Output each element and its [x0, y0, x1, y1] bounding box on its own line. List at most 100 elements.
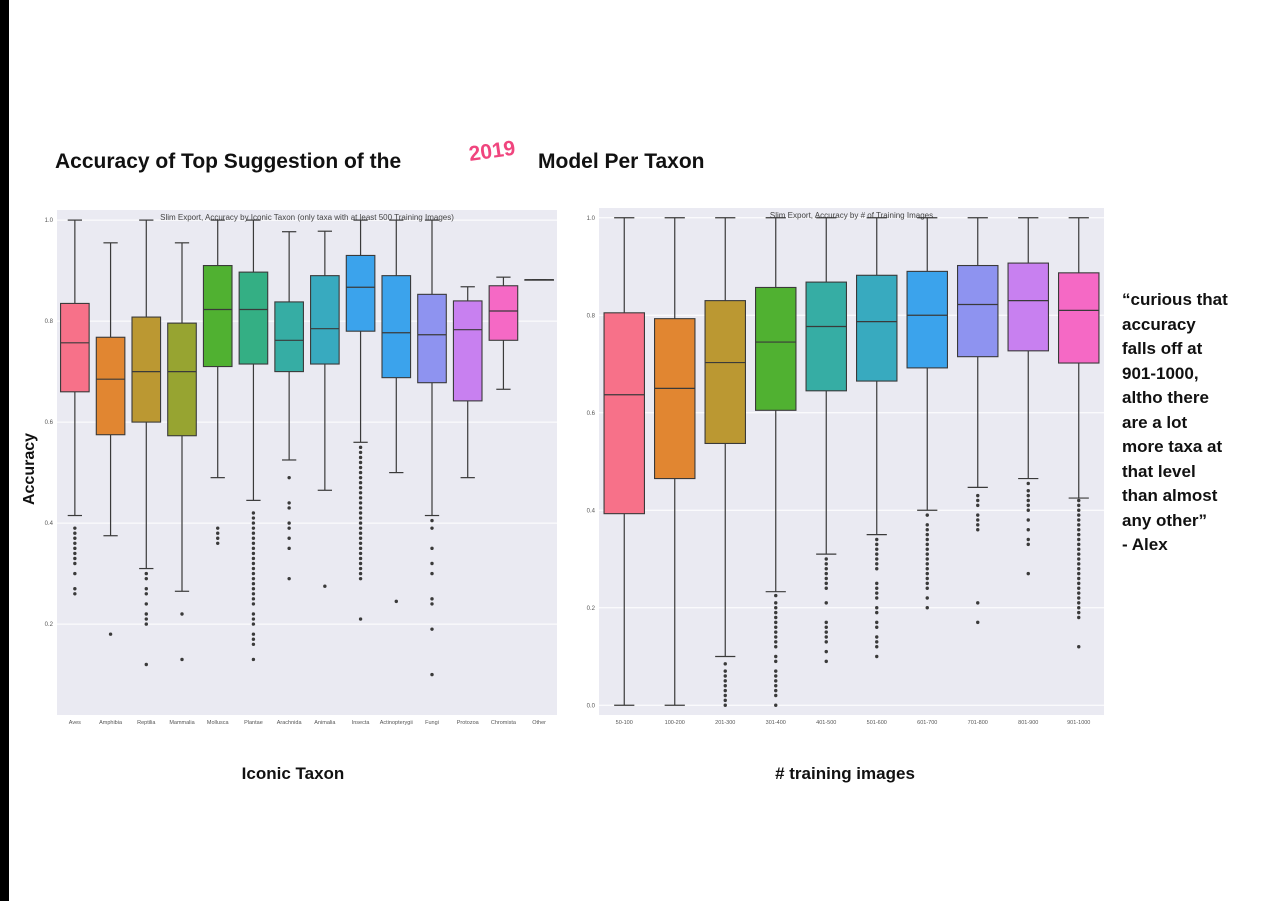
outlier-point [251, 587, 256, 591]
outlier-point [723, 674, 727, 678]
outlier-point [824, 630, 828, 634]
quote-line: any other” [1122, 510, 1208, 530]
outlier-point [430, 526, 434, 530]
outlier-point [824, 567, 828, 571]
outlier-point [287, 576, 291, 581]
x-tick-label: Actinopterygii [380, 720, 413, 726]
outlier-point [144, 612, 148, 616]
outlier-point [358, 455, 363, 460]
outlier-point [358, 450, 363, 455]
outlier-point [925, 606, 929, 610]
outlier-point [287, 501, 291, 505]
outlier-point [1026, 518, 1030, 522]
outlier-point [144, 602, 148, 606]
outlier-point [875, 620, 879, 625]
x-tick-label: 801-900 [1018, 720, 1038, 726]
x-tick-label: Chromista [491, 720, 517, 726]
box-animalia [310, 230, 340, 588]
left-edge-bar [0, 0, 9, 901]
outlier-point [358, 536, 363, 540]
x-tick-label: Fungi [425, 720, 439, 726]
outlier-point [358, 470, 363, 475]
outlier-point [251, 612, 256, 616]
y-tick-label: 0.4 [587, 508, 596, 514]
x-tick-label: 50-100 [616, 720, 633, 726]
outlier-point [358, 576, 363, 581]
outlier-point [925, 557, 929, 561]
quote-line: falls off at [1122, 339, 1203, 358]
x-tick-label: 601-700 [917, 720, 937, 726]
outlier-point [251, 637, 256, 641]
outlier-point [774, 659, 778, 664]
outlier-point [875, 635, 879, 639]
right-x-axis-title: # training images [775, 764, 915, 783]
outlier-point [824, 581, 828, 586]
outlier-point [925, 547, 929, 551]
box-100-200 [654, 217, 696, 706]
box-body [131, 316, 162, 423]
box-mollusca [202, 219, 233, 545]
y-tick-label: 0.8 [587, 313, 596, 319]
outlier-point [394, 599, 398, 604]
outlier-point [774, 620, 778, 625]
outlier-point [358, 496, 363, 500]
outlier-point [73, 592, 77, 596]
outlier-point [430, 571, 434, 576]
outlier-point [251, 622, 256, 626]
box-body [906, 270, 948, 369]
outlier-point [875, 640, 879, 644]
outlier-point [73, 531, 77, 535]
quote-line: more taxa at [1122, 437, 1223, 456]
y-tick-label: 0.2 [45, 622, 54, 628]
y-tick-label: 0.4 [45, 521, 54, 527]
outlier-point [358, 571, 363, 576]
outlier-point [144, 617, 148, 621]
outlier-point [73, 561, 77, 566]
outlier-point [1077, 557, 1081, 561]
outlier-point [925, 581, 929, 586]
outlier-point [875, 557, 879, 561]
outlier-point [1026, 503, 1030, 508]
quote-line: are a lot [1122, 412, 1188, 432]
outlier-point [430, 546, 434, 551]
outlier-point [1026, 508, 1030, 512]
box-body [381, 275, 412, 379]
outlier-point [875, 625, 879, 629]
outlier-point [1077, 586, 1081, 590]
outlier-point [774, 635, 778, 639]
outlier-point [358, 566, 363, 571]
outlier-point [287, 526, 291, 530]
box-601-700 [906, 217, 948, 610]
outlier-point [251, 602, 256, 606]
chart-iconic-taxon: 0.2 0.4 0.6 0.8 1.0 Slim Export, Accuracy by … [45, 210, 557, 726]
box-body [755, 286, 797, 411]
outlier-point [358, 541, 363, 545]
outlier-point [1026, 528, 1030, 532]
outlier-point [824, 620, 828, 625]
outlier-point [925, 596, 929, 600]
outlier-point [1026, 571, 1030, 576]
x-tick-label: 301-400 [766, 720, 786, 726]
outlier-point [430, 597, 434, 601]
outlier-point [144, 592, 148, 596]
outlier-point [216, 526, 220, 530]
box-body [417, 293, 447, 384]
outlier-point [774, 654, 778, 659]
plot-area [57, 210, 557, 715]
outlier-point [723, 669, 727, 673]
outlier-point [251, 566, 256, 571]
x-tick-label: Other [532, 720, 546, 726]
x-tick-label: Reptilia [137, 720, 156, 726]
outlier-point [251, 561, 256, 566]
box-body [95, 336, 126, 436]
outlier-point [875, 591, 879, 595]
chart-training-images: 0.0 0.2 0.4 0.6 0.8 1.0 Slim Export, Accuracy … [587, 208, 1104, 726]
y-tick-label: 0.0 [587, 703, 596, 709]
y-tick-label: 0.6 [587, 411, 596, 417]
outlier-point [1077, 508, 1081, 512]
x-tick-label: 901-1000 [1067, 720, 1090, 726]
outlier-point [1077, 591, 1081, 595]
outlier-point [925, 537, 929, 542]
slide-title-suffix: Model Per Taxon [538, 150, 705, 173]
outlier-point [976, 528, 980, 532]
